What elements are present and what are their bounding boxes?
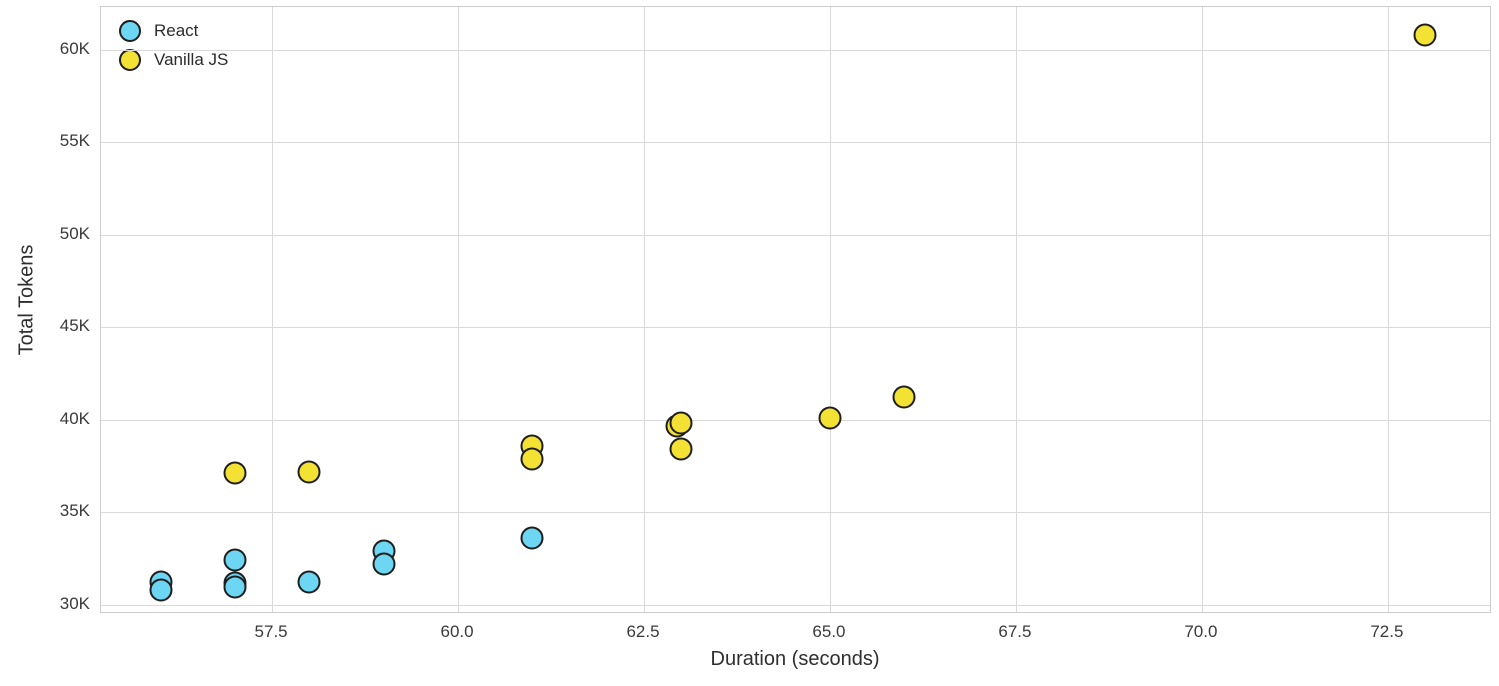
x-tick-label: 60.0 [440, 622, 474, 641]
x-gridline [829, 7, 831, 612]
legend-item-react: React [119, 19, 228, 43]
legend-item-vanilla-js: Vanilla JS [119, 48, 228, 72]
scatter-point-vanilla-js [297, 460, 321, 483]
scatter-point-vanilla-js [669, 411, 693, 435]
legend-label-vanilla-js: Vanilla JS [154, 50, 229, 69]
x-tick-label: 67.5 [998, 622, 1032, 641]
x-gridline [1387, 7, 1389, 612]
x-gridline [458, 7, 460, 612]
legend-label-react: React [154, 21, 199, 40]
x-gridline [1201, 7, 1203, 612]
legend: React Vanilla JS [119, 19, 228, 72]
y-tick-label: 45K [59, 316, 90, 336]
y-gridline [101, 327, 1490, 329]
y-gridline [101, 512, 1490, 514]
x-axis-label: Duration (seconds) [710, 648, 880, 670]
scatter-point-react [297, 570, 321, 594]
scatter-point-vanilla-js [520, 447, 544, 471]
x-gridline [1015, 7, 1017, 612]
y-gridline [101, 604, 1490, 606]
y-tick-label: 30K [59, 593, 90, 613]
y-tick-label: 50K [59, 223, 90, 243]
y-axis-label: Total Tokens [15, 244, 38, 356]
y-tick-label: 40K [59, 408, 90, 428]
y-gridline [101, 49, 1490, 51]
plot-area: React Vanilla JS [100, 6, 1491, 613]
scatter-point-react [372, 552, 396, 576]
y-tick-label: 60K [59, 38, 90, 58]
y-gridline [101, 142, 1490, 144]
y-gridline [101, 419, 1490, 421]
scatter-point-vanilla-js [669, 437, 693, 461]
x-tick-label: 62.5 [626, 622, 660, 641]
x-tick-label: 65.0 [812, 622, 846, 641]
react-legend-marker-icon [119, 20, 141, 42]
y-tick-label: 35K [59, 501, 90, 521]
scatter-point-react [223, 548, 247, 572]
y-gridline [101, 234, 1490, 236]
scatter-point-vanilla-js [818, 406, 842, 430]
y-tick-label: 55K [59, 131, 90, 151]
vanilla-js-legend-marker-icon [119, 49, 141, 71]
x-tick-label: 57.5 [254, 622, 288, 641]
scatter-point-react [149, 578, 172, 602]
x-tick-label: 70.0 [1184, 622, 1218, 641]
x-gridline [644, 7, 645, 612]
scatter-point-vanilla-js [223, 461, 247, 485]
x-gridline [272, 7, 274, 612]
scatter-point-vanilla-js [892, 385, 916, 409]
scatter-point-react [223, 575, 247, 599]
scatter-point-react [520, 526, 544, 550]
scatter-point-vanilla-js [1413, 23, 1437, 47]
x-tick-label: 72.5 [1370, 622, 1404, 641]
